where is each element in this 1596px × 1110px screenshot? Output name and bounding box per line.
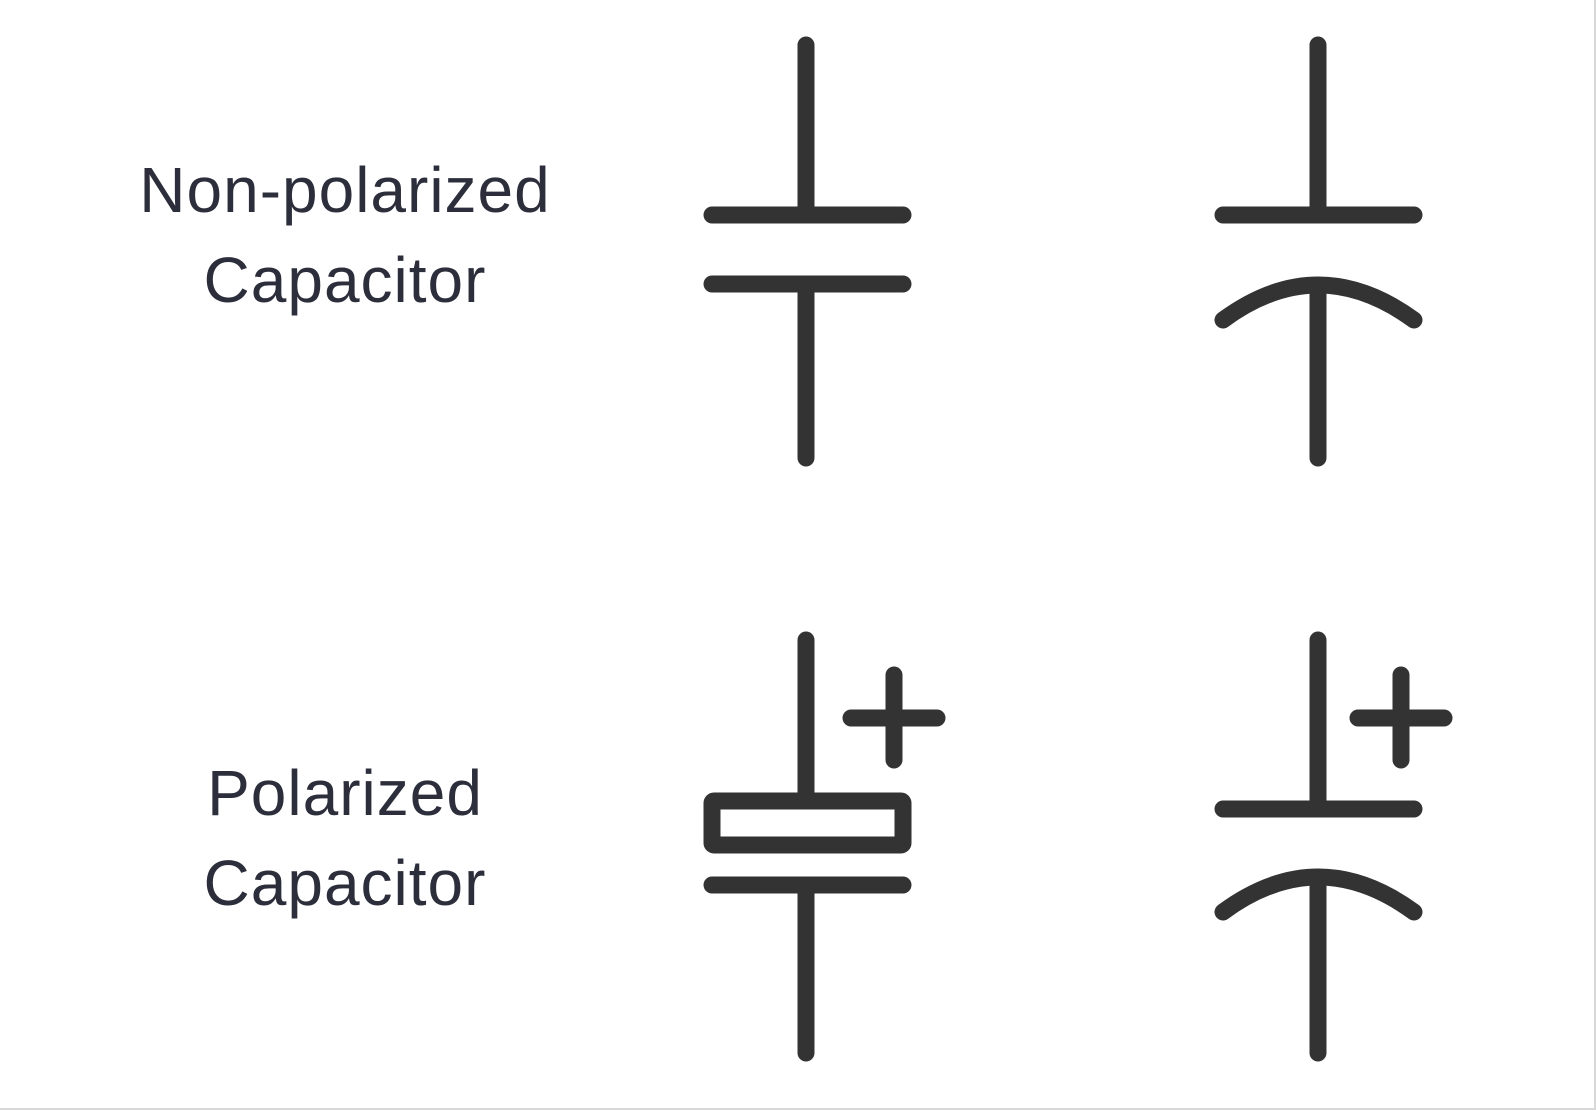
nonpolarized-curved-plate-symbol — [1214, 36, 1423, 467]
polarized-rect-plate-symbol — [703, 631, 946, 1062]
nonpolarized-label-line1: Non-polarized — [139, 154, 551, 226]
polarized-curved-plate-symbol — [1214, 631, 1453, 1062]
nonpolarized-flat-plates-symbol — [703, 36, 912, 467]
rect-plate — [703, 792, 912, 854]
nonpolarized-label-line2: Capacitor — [203, 244, 487, 316]
polarized-label-line2: Capacitor — [203, 847, 487, 919]
polarized-capacitor-label: Polarized Capacitor — [90, 748, 600, 928]
polarized-label-line1: Polarized — [207, 757, 483, 829]
nonpolarized-capacitor-label: Non-polarized Capacitor — [90, 145, 600, 325]
